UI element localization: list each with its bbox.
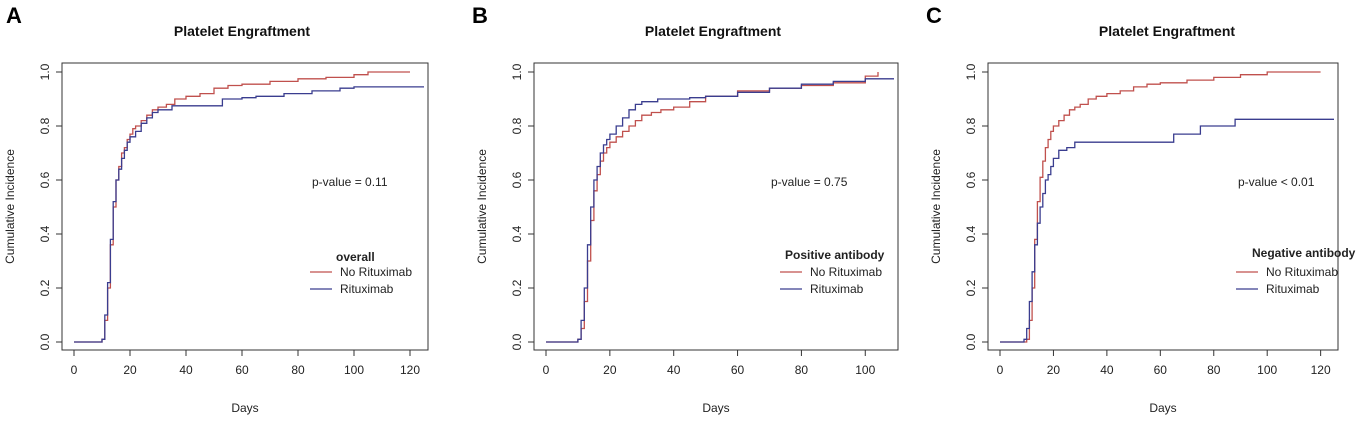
x-tick-label: 80 [291,363,305,377]
x-tick-label: 80 [1207,363,1221,377]
x-tick-label: 120 [1311,363,1331,377]
y-tick-label: 0.0 [964,333,978,350]
x-tick-label: 0 [543,363,550,377]
chart-title: Platelet Engraftment [174,23,310,39]
y-axis-label: Cumulative Incidence [3,149,17,264]
legend-title: overall [336,250,375,264]
chart-panel-b: B Platelet Engraftment 0.0 0.2 0.4 0.6 0.8 1.0 0… [466,0,906,419]
p-value-annotation: p-value = 0.75 [771,175,848,189]
panel-letter: A [6,3,22,28]
y-tick-label: 0.6 [964,171,978,188]
chart-title: Platelet Engraftment [1099,23,1235,39]
chart-svg: A Platelet Engraftment 0.0 0.2 0.4 0.6 0.8 1.0 0… [3,3,429,415]
chart-title: Platelet Engraftment [645,23,781,39]
series-line-no-rituximab [546,72,879,343]
x-tick-label: 60 [1154,363,1168,377]
y-axis-label: Cumulative Incidence [929,149,943,264]
y-tick-label: 0.2 [964,279,978,296]
series-line-no-rituximab [1000,71,1321,343]
x-tick-label: 80 [795,363,809,377]
x-axis-label: Days [1149,401,1176,415]
y-tick-label: 0.2 [38,279,52,296]
x-tick-label: 60 [235,363,249,377]
x-tick-label: 100 [1257,363,1277,377]
legend-label: Rituximab [1266,282,1320,296]
x-tick-label: 0 [71,363,78,377]
panel-letter: B [472,3,488,28]
y-tick-label: 0.4 [38,225,52,242]
x-tick-label: 40 [1100,363,1114,377]
x-tick-label: 100 [855,363,875,377]
x-tick-label: 20 [1047,363,1061,377]
y-tick-label: 1.0 [964,63,978,80]
x-tick-label: 100 [344,363,364,377]
legend-label: No Rituximab [810,265,882,279]
y-tick-label: 0.6 [510,171,524,188]
plot-frame [61,62,429,351]
x-axis-label: Days [231,401,258,415]
series-line-rituximab [74,86,424,343]
y-tick-label: 0.8 [510,117,524,134]
y-tick-label: 0.4 [964,225,978,242]
y-tick-label: 0.2 [510,279,524,296]
legend-title: Positive antibody [785,248,885,262]
legend-label: Rituximab [340,282,394,296]
legend-label: No Rituximab [1266,265,1338,279]
series-line-no-rituximab [74,71,410,343]
legend-title: Negative antibody [1252,246,1356,260]
y-tick-label: 0.6 [38,171,52,188]
x-tick-label: 60 [731,363,745,377]
y-axis-label: Cumulative Incidence [475,149,489,264]
x-tick-label: 120 [400,363,420,377]
x-tick-label: 40 [667,363,681,377]
y-tick-label: 0.8 [38,117,52,134]
x-tick-label: 20 [123,363,137,377]
x-tick-label: 0 [997,363,1004,377]
p-value-annotation: p-value < 0.01 [1238,175,1315,189]
x-tick-label: 40 [179,363,193,377]
y-tick-label: 0.0 [38,333,52,350]
chart-panel-c: C Platelet Engraftment 0.0 0.2 0.4 0.6 0.8 1.0 0… [920,0,1358,419]
y-tick-label: 0.0 [510,333,524,350]
y-tick-label: 1.0 [38,63,52,80]
panel-letter: C [926,3,942,28]
legend-label: Rituximab [810,282,864,296]
p-value-annotation: p-value = 0.11 [312,175,388,189]
chart-panel-a: A Platelet Engraftment 0.0 0.2 0.4 0.6 0.8 1.0 0… [0,0,452,419]
legend-label: No Rituximab [340,265,412,279]
chart-svg: B Platelet Engraftment 0.0 0.2 0.4 0.6 0.8 1.0 0… [472,3,899,415]
y-tick-label: 1.0 [510,63,524,80]
plot-frame [533,62,899,351]
series-line-rituximab [546,78,894,343]
chart-svg: C Platelet Engraftment 0.0 0.2 0.4 0.6 0.8 1.0 0… [926,3,1356,415]
plot-frame [987,62,1339,351]
y-tick-label: 0.4 [510,225,524,242]
x-axis-label: Days [702,401,729,415]
y-tick-label: 0.8 [964,117,978,134]
x-tick-label: 20 [603,363,617,377]
series-line-rituximab [1000,118,1334,343]
